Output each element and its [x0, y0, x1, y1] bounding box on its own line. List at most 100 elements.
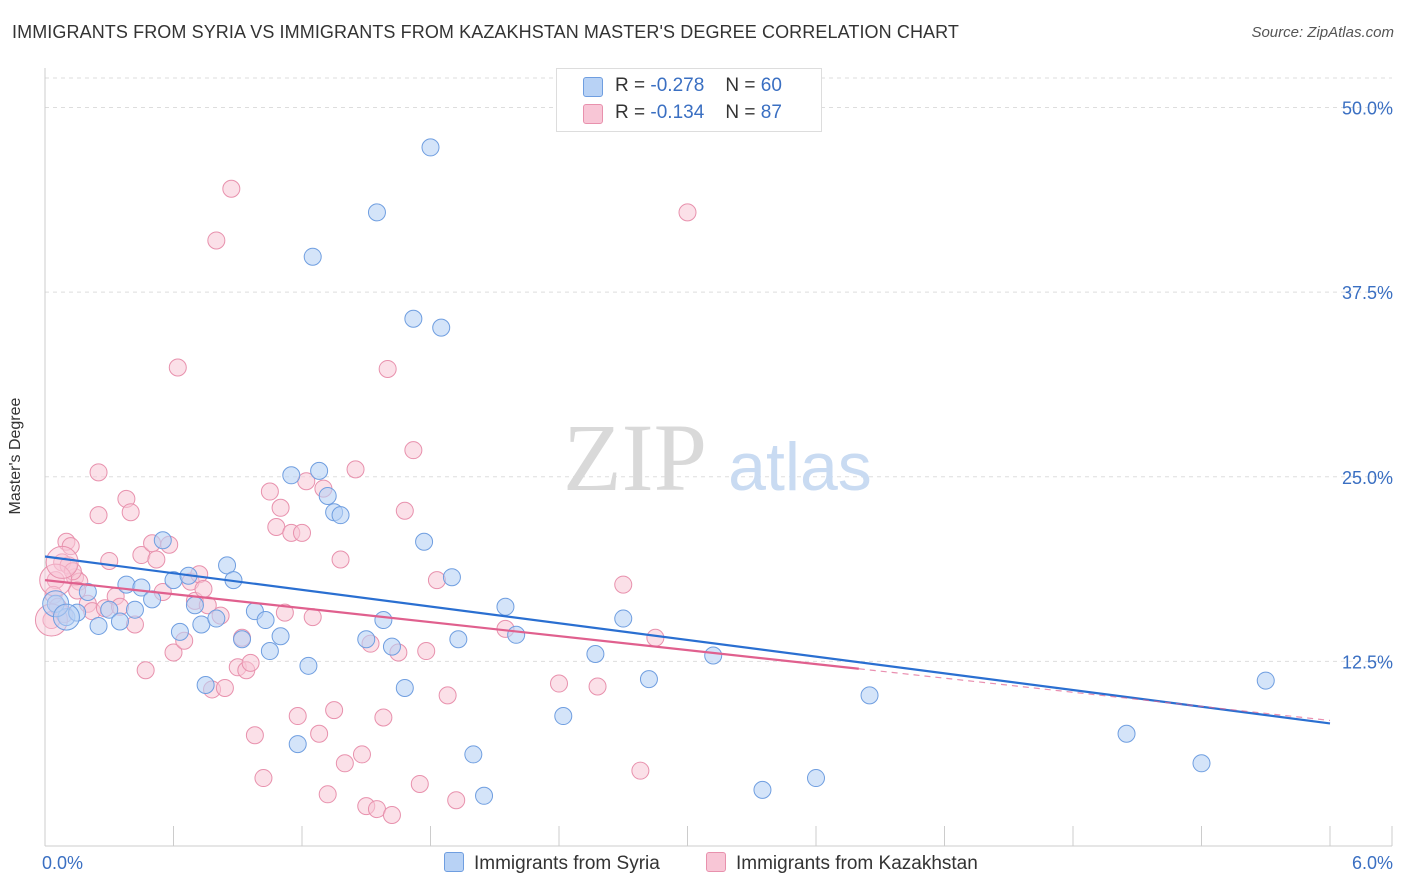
- syria-point: [282, 466, 301, 485]
- syria-legend-label: Immigrants from Syria: [474, 853, 660, 874]
- syria-n-label: N =: [725, 75, 756, 96]
- kazakhstan-point: [215, 678, 234, 697]
- syria-point: [464, 745, 483, 764]
- syria-point: [207, 609, 226, 628]
- axes: [44, 68, 1393, 847]
- syria-point: [382, 637, 401, 656]
- syria-point: [475, 786, 494, 805]
- syria-point: [432, 318, 451, 337]
- kazakhstan-point: [417, 642, 436, 661]
- kazakhstan-point: [254, 769, 273, 788]
- syria-point: [288, 735, 307, 754]
- kazakhstan-point: [164, 643, 183, 662]
- syria-point: [331, 506, 350, 525]
- syria-point: [586, 645, 605, 663]
- kazakhstan-point: [395, 501, 414, 520]
- syria-point: [507, 625, 526, 644]
- syria-legend-swatch: [444, 852, 464, 872]
- kazakhstan-point: [410, 774, 429, 793]
- syria-point: [415, 532, 434, 551]
- kazakhstan-point: [614, 575, 633, 594]
- kazakhstan-point: [293, 523, 311, 542]
- kazakhstan-point: [275, 603, 294, 622]
- syria-point: [185, 596, 204, 615]
- kazakhstan-r-value: -0.134: [650, 102, 705, 123]
- syria-swatch: [583, 77, 603, 97]
- syria-point: [449, 630, 468, 649]
- kazakhstan-point: [352, 745, 371, 764]
- kazakhstan-point: [100, 551, 119, 570]
- kazakhstan-point: [303, 608, 322, 627]
- y-axis-label: Master's Degree: [7, 397, 24, 515]
- trend-lines: [44, 555, 1331, 725]
- kazakhstan-point: [318, 785, 337, 804]
- kazakhstan-point: [325, 701, 344, 720]
- kazakhstan-point-large: [45, 545, 79, 579]
- syria-point: [100, 600, 119, 619]
- kazakhstan-point: [367, 800, 386, 819]
- kazakhstan-point: [346, 460, 365, 479]
- syria-point: [256, 611, 275, 630]
- syria-point: [110, 612, 129, 631]
- kazakhstan-point: [121, 503, 140, 522]
- kazakhstan-legend-swatch: [706, 852, 726, 872]
- source-label: Source: ZipAtlas.com: [1251, 24, 1394, 41]
- kazakhstan-point: [89, 506, 108, 525]
- kazakhstan-point: [588, 677, 607, 696]
- kazakhstan-point: [631, 761, 650, 780]
- kazakhstan-point: [260, 482, 279, 501]
- kazakhstan-r-label: R =: [615, 102, 646, 123]
- kazakhstan-swatch: [583, 104, 603, 124]
- syria-point: [310, 461, 329, 480]
- x-tick-label: 0.0%: [42, 853, 83, 873]
- kazakhstan-point: [438, 686, 457, 705]
- kazakhstan-point: [550, 674, 568, 693]
- syria-point: [860, 686, 879, 705]
- kazakhstan-point: [374, 708, 393, 727]
- kazakhstan-point: [271, 498, 290, 517]
- kazakhstan-point: [378, 359, 397, 378]
- kazakhstan-point: [207, 231, 226, 250]
- syria-point: [192, 615, 211, 634]
- syria-point: [496, 597, 515, 616]
- kazakhstan-point: [267, 517, 286, 536]
- bottom-legend-syria: Immigrants from Syria: [444, 852, 660, 875]
- kazakhstan-point: [427, 571, 446, 590]
- syria-point: [404, 309, 423, 328]
- syria-r-value: -0.278: [650, 75, 705, 96]
- kazakhstan-n-value: 87: [760, 102, 782, 123]
- kazakhstan-point: [335, 754, 354, 773]
- y-tick-label: 37.5%: [1342, 283, 1393, 303]
- syria-point: [271, 627, 290, 646]
- syria-point: [395, 678, 414, 697]
- kazakhstan-point: [288, 707, 307, 726]
- syria-point-large: [52, 603, 80, 631]
- syria-point: [196, 676, 215, 695]
- correlation-legend: R = -0.278 N = 60 R = -0.134 N = 87: [556, 68, 822, 132]
- bottom-legend-kazakhstan: Immigrants from Kazakhstan: [706, 852, 978, 875]
- syria-point: [421, 138, 440, 157]
- syria-point: [704, 646, 723, 665]
- syria-point: [1256, 671, 1275, 690]
- syria-point: [807, 769, 825, 788]
- y-tick-label: 50.0%: [1342, 99, 1393, 119]
- syria-point: [374, 611, 393, 630]
- y-tick-label: 12.5%: [1342, 652, 1393, 672]
- kazakhstan-point: [382, 805, 401, 824]
- kazakhstan-point: [447, 791, 466, 810]
- kazakhstan-point: [194, 580, 213, 599]
- y-tick-label: 25.0%: [1342, 468, 1393, 488]
- syria-point: [639, 670, 658, 689]
- kazakhstan-point: [168, 358, 187, 377]
- syria-n-value: 60: [760, 75, 782, 96]
- syria-point: [233, 630, 252, 649]
- watermark-atlas: atlas: [728, 429, 872, 505]
- syria-point: [367, 203, 386, 222]
- syria-point: [260, 642, 279, 661]
- syria-point: [753, 780, 772, 799]
- kazakhstan-point: [89, 463, 108, 482]
- kazakhstan-trend-line: [44, 579, 859, 670]
- syria-point: [442, 568, 461, 587]
- watermark: ZIP atlas: [563, 404, 872, 511]
